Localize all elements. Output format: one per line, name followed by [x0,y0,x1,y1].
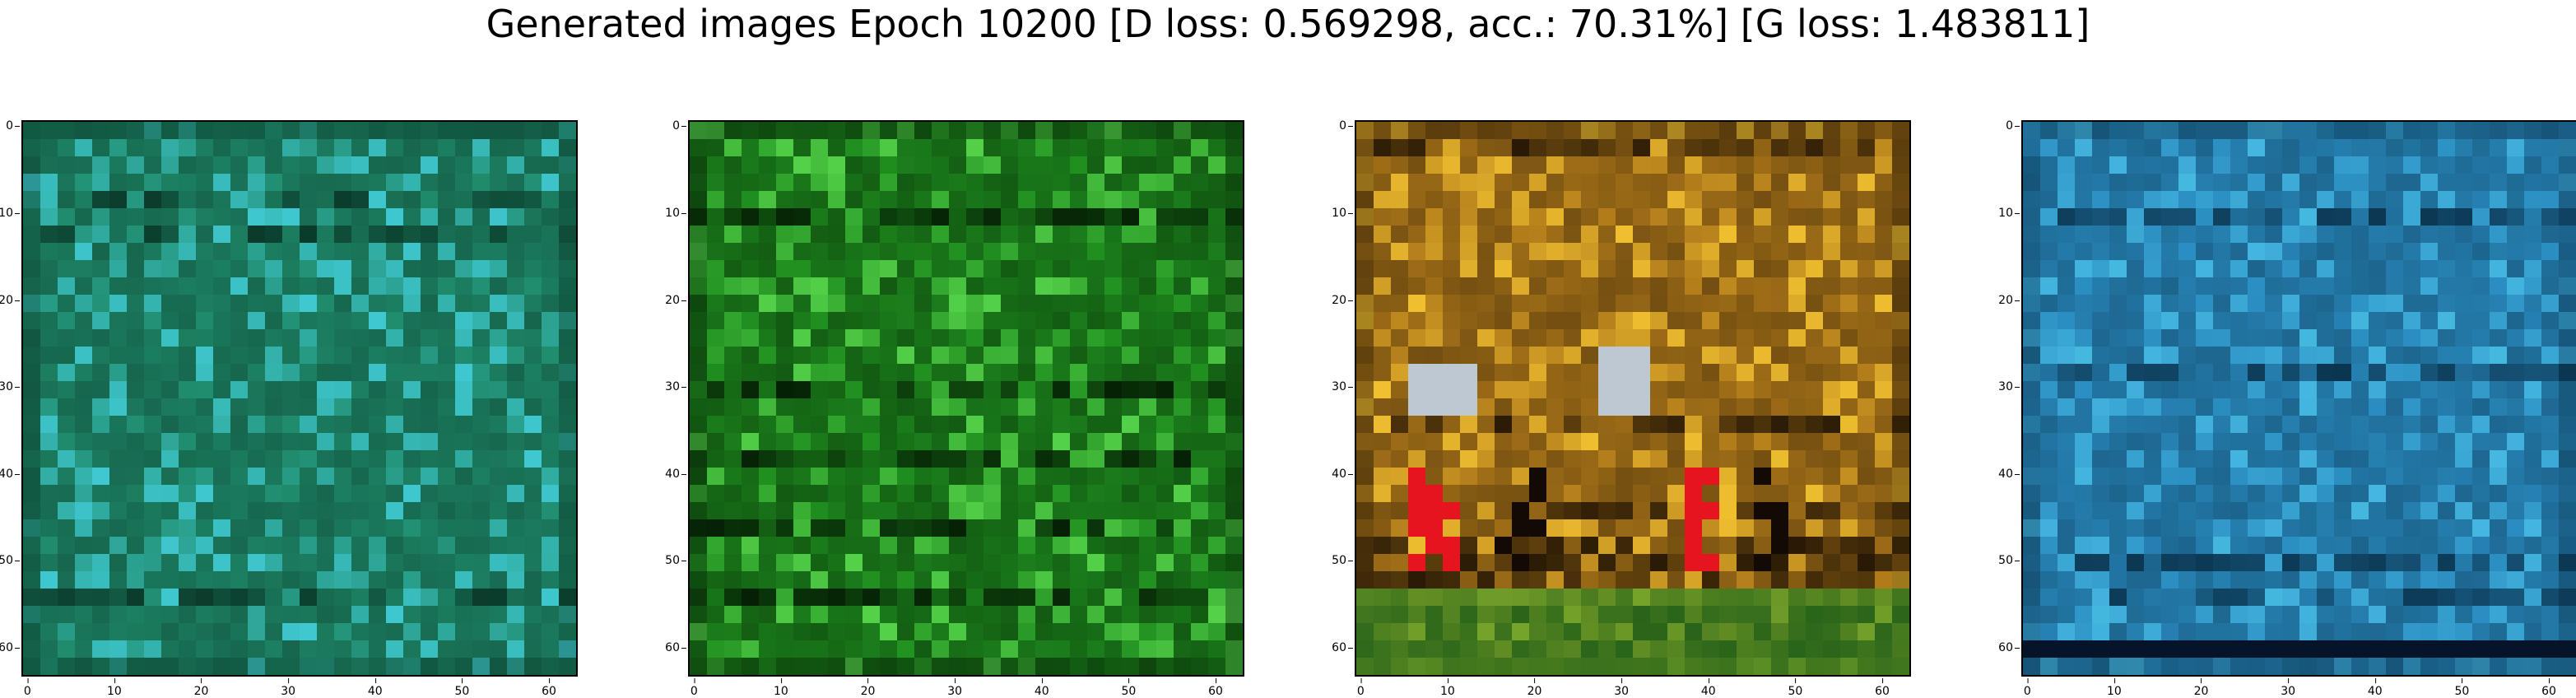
x-tick-label: 40 [1034,678,1049,698]
y-tick-label: 0 [1339,119,1353,133]
x-tick-label: 10 [106,678,122,698]
y-tick-label: 50 [0,554,20,568]
y-tick-label: 40 [1998,467,2020,481]
y-tick-label: 0 [6,119,20,133]
x-tick-label: 30 [947,678,963,698]
x-tick-label: 60 [1875,678,1890,698]
x-tick-label: 40 [367,678,383,698]
y-tick-label: 0 [672,119,686,133]
x-tick-label: 30 [2281,678,2296,698]
y-tick-label: 50 [1998,554,2020,568]
y-tick-label: 10 [0,206,20,220]
generated-image-1 [23,122,576,675]
x-tick-label: 50 [1121,678,1137,698]
y-tick-label: 10 [1998,206,2020,220]
y-tick-label: 30 [1332,380,1353,394]
y-tick-label: 60 [665,641,686,655]
y-tick-label: 60 [1332,641,1353,655]
x-tick-label: 0 [2023,678,2031,698]
y-tick-label: 30 [665,380,686,394]
y-tick-label: 20 [1998,293,2020,307]
x-tick-label: 20 [193,678,209,698]
y-tick-label: 50 [665,554,686,568]
y-tick-label: 30 [1998,380,2020,394]
y-tick-label: 60 [0,641,20,655]
image-panel-1: 0 0 10 10 20 20 30 30 40 40 50 50 60 60 [0,119,578,698]
y-tick-label: 50 [1332,554,1353,568]
x-tick-label: 30 [281,678,296,698]
x-tick-label: 50 [2454,678,2470,698]
x-tick-label: 50 [1788,678,1803,698]
y-tick-label: 60 [1998,641,2020,655]
y-tick-label: 10 [665,206,686,220]
y-tick-label: 0 [2006,119,2020,133]
y-tick-label: 20 [1332,293,1353,307]
x-tick-label: 10 [2106,678,2122,698]
y-tick-label: 40 [0,467,20,481]
x-tick-label: 0 [23,678,31,698]
x-tick-label: 10 [1439,678,1455,698]
y-tick-label: 10 [1332,206,1353,220]
y-tick-label: 30 [0,380,20,394]
x-tick-label: 0 [1356,678,1365,698]
x-tick-label: 60 [542,678,556,698]
figure-title: Generated images Epoch 10200 [D loss: 0.… [486,2,2090,46]
x-tick-label: 50 [454,678,470,698]
x-tick-label: 60 [2541,678,2556,698]
x-tick-label: 10 [773,678,788,698]
x-tick-label: 20 [860,678,876,698]
image-panel-3: 0 0 10 10 20 20 30 30 40 40 50 50 60 60 [1332,119,1911,698]
generated-image-2 [690,122,1243,675]
x-tick-label: 60 [1208,678,1223,698]
y-tick-label: 20 [0,293,20,307]
x-tick-label: 20 [2193,678,2209,698]
y-tick-label: 40 [1332,467,1353,481]
y-tick-label: 40 [665,467,686,481]
image-panel-4: 0 0 10 10 20 20 30 30 40 40 50 50 60 60 [1998,119,2576,698]
x-tick-label: 40 [1700,678,1716,698]
x-tick-label: 0 [690,678,698,698]
x-tick-label: 20 [1527,678,1542,698]
image-panel-2: 0 0 10 10 20 20 30 30 40 40 50 50 60 60 [665,119,1244,698]
y-tick-label: 20 [665,293,686,307]
x-tick-label: 40 [2367,678,2383,698]
x-tick-label: 30 [1614,678,1630,698]
generated-image-3 [1356,122,1909,675]
generated-image-4 [2023,122,2576,675]
